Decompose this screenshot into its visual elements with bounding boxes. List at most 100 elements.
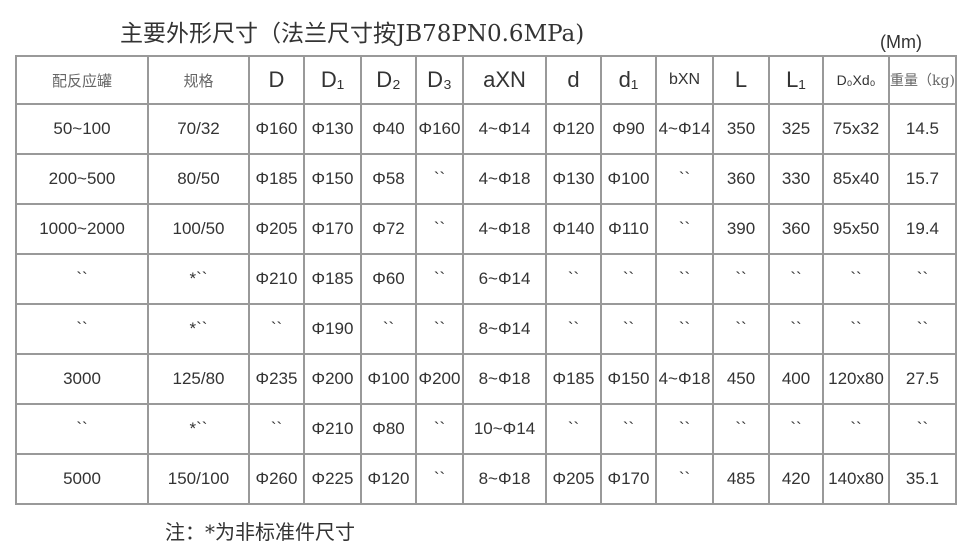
table-cell: 420 [768, 453, 824, 505]
table-cell: 400 [768, 353, 824, 405]
table-cell: 5000 [15, 453, 149, 505]
column-header: aXN [462, 55, 547, 105]
table-cell: `` [655, 453, 714, 505]
table-cell: Φ110 [600, 203, 657, 255]
table-row: `` *`` `` Φ210 Φ80 `` 10~Φ14 `` `` `` `` `` `` `` [15, 403, 957, 455]
table-cell: 6~Φ14 [462, 253, 547, 305]
table-cell: Φ140 [545, 203, 602, 255]
table-cell: Φ40 [360, 103, 417, 155]
table-cell: 200~500 [15, 153, 149, 205]
table-cell: 450 [712, 353, 770, 405]
table-cell: `` [415, 303, 464, 355]
table-cell: `` [600, 403, 657, 455]
table-cell: `` [415, 153, 464, 205]
table-cell: Φ160 [248, 103, 305, 155]
table-cell: `` [360, 303, 417, 355]
table-cell: `` [248, 403, 305, 455]
unit-label: (Mm) [880, 32, 922, 52]
column-header: D [248, 55, 305, 105]
table-cell: `` [822, 403, 890, 455]
table-cell: 120x80 [822, 353, 890, 405]
table-cell: Φ100 [360, 353, 417, 405]
table-cell: 100/50 [147, 203, 250, 255]
table-cell: Φ190 [303, 303, 362, 355]
table-cell: Φ58 [360, 153, 417, 205]
table-cell: `` [822, 253, 890, 305]
header-row: 配反应罐 规格 D D₁ D₂ D₃ aXN d d₁ bXN L L₁ D₀Xd₀ 重量（kg) [15, 55, 957, 105]
table-cell: `` [600, 253, 657, 305]
table-cell: Φ170 [303, 203, 362, 255]
table-cell: `` [545, 253, 602, 305]
table-cell: 360 [712, 153, 770, 205]
table-cell: `` [712, 303, 770, 355]
column-header: bXN [655, 55, 714, 105]
table-cell: 85x40 [822, 153, 890, 205]
table-cell: Φ170 [600, 453, 657, 505]
table-cell: 8~Φ18 [462, 453, 547, 505]
table-cell: 80/50 [147, 153, 250, 205]
table-cell: 4~Φ14 [462, 103, 547, 155]
column-header: 配反应罐 [15, 55, 149, 105]
column-header: L₁ [768, 55, 824, 105]
table-cell: 350 [712, 103, 770, 155]
table-cell: 4~Φ18 [655, 353, 714, 405]
column-header: 重量（kg) [888, 55, 957, 105]
table-cell: 15.7 [888, 153, 957, 205]
table-cell: Φ150 [600, 353, 657, 405]
table-row: 1000~2000 100/50 Φ205 Φ170 Φ72 `` 4~Φ18 Φ140 Φ11… [15, 203, 957, 255]
table-cell: `` [888, 253, 957, 305]
table-cell: Φ60 [360, 253, 417, 305]
table-cell: `` [600, 303, 657, 355]
table-cell: Φ120 [545, 103, 602, 155]
table-cell: `` [768, 253, 824, 305]
table-cell: `` [15, 303, 149, 355]
table-cell: Φ210 [248, 253, 305, 305]
table-cell: 10~Φ14 [462, 403, 547, 455]
table-cell: `` [712, 253, 770, 305]
table-cell: Φ100 [600, 153, 657, 205]
table-cell: Φ130 [545, 153, 602, 205]
table-cell: `` [655, 153, 714, 205]
table-cell: 330 [768, 153, 824, 205]
table-cell: `` [415, 253, 464, 305]
table-cell: `` [888, 403, 957, 455]
table-cell: Φ210 [303, 403, 362, 455]
table-cell: `` [822, 303, 890, 355]
table-cell: `` [655, 303, 714, 355]
table-cell: 150/100 [147, 453, 250, 505]
table-cell: Φ185 [248, 153, 305, 205]
table-cell: `` [415, 403, 464, 455]
table-cell: Φ160 [415, 103, 464, 155]
table-cell: Φ185 [303, 253, 362, 305]
table-cell: Φ72 [360, 203, 417, 255]
table-cell: 1000~2000 [15, 203, 149, 255]
table-cell: 35.1 [888, 453, 957, 505]
table-cell: 50~100 [15, 103, 149, 155]
table-cell: 14.5 [888, 103, 957, 155]
table-cell: 140x80 [822, 453, 890, 505]
table-cell: Φ150 [303, 153, 362, 205]
table-cell: Φ205 [248, 203, 305, 255]
table-cell: Φ205 [545, 453, 602, 505]
table-row: `` *`` Φ210 Φ185 Φ60 `` 6~Φ14 `` `` `` `` `` `` `` [15, 253, 957, 305]
column-header: D₁ [303, 55, 362, 105]
table-cell: `` [545, 403, 602, 455]
table-title: 主要外形尺寸（法兰尺寸按JB78PN0.6MPa) [120, 21, 585, 47]
table-cell: 390 [712, 203, 770, 255]
dimensions-table: 配反应罐 规格 D D₁ D₂ D₃ aXN d d₁ bXN L L₁ D₀Xd₀ 重量（kg) 50~… [15, 55, 957, 505]
column-header: 规格 [147, 55, 250, 105]
table-cell: Φ200 [415, 353, 464, 405]
table-cell: Φ80 [360, 403, 417, 455]
table-cell: Φ200 [303, 353, 362, 405]
table-row: `` *`` `` Φ190 `` `` 8~Φ14 `` `` `` `` `` `` `` [15, 303, 957, 355]
table-cell: 8~Φ14 [462, 303, 547, 355]
table-cell: *`` [147, 253, 250, 305]
table-cell: 3000 [15, 353, 149, 405]
table-cell: *`` [147, 403, 250, 455]
table-cell: `` [415, 203, 464, 255]
table-cell: Φ260 [248, 453, 305, 505]
table-cell: 360 [768, 203, 824, 255]
table-cell: Φ235 [248, 353, 305, 405]
table-cell: Φ130 [303, 103, 362, 155]
table-cell: 95x50 [822, 203, 890, 255]
